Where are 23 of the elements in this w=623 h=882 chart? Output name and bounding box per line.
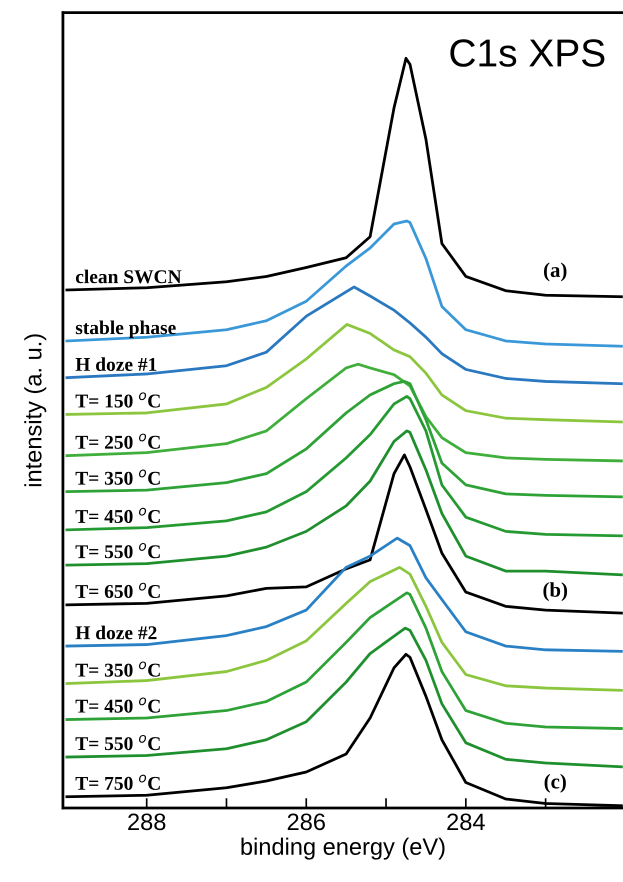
series-label: clean SWCN: [76, 270, 182, 284]
series-label: T= 650 $^{o}$C: [76, 582, 160, 598]
series-label: T= 350 $^{o}$C: [76, 470, 160, 485]
x-tick-label: 284: [447, 813, 485, 830]
x-axis-title: binding energy (eV): [241, 838, 445, 860]
x-tick-label: 286: [288, 813, 325, 830]
series-label: H doze #1: [76, 357, 156, 371]
series-label: T= 750 $^{o}$C: [76, 774, 160, 790]
annotation: (b): [543, 582, 568, 602]
annotation: (a): [544, 262, 566, 282]
annotation: (c): [544, 774, 566, 793]
y-axis-title: intensity (a. u.): [24, 334, 46, 486]
annotation: C1s XPS: [450, 39, 604, 67]
series-label: T= 550 $^{o}$C: [76, 543, 160, 558]
series-label: T= 450 $^{o}$C: [76, 508, 160, 524]
series-label: T= 450 $^{o}$C: [76, 697, 160, 713]
series-label: H doze #2: [76, 626, 156, 640]
series-label: T= 350 $^{o}$C: [76, 661, 160, 677]
series-label: T= 150 $^{o}$C: [76, 392, 160, 408]
series-label: stable phase: [76, 320, 176, 338]
series-label: T= 550 $^{o}$C: [76, 734, 160, 750]
series-label: T= 250 $^{o}$C: [76, 434, 160, 449]
x-tick-label: 288: [128, 813, 166, 830]
